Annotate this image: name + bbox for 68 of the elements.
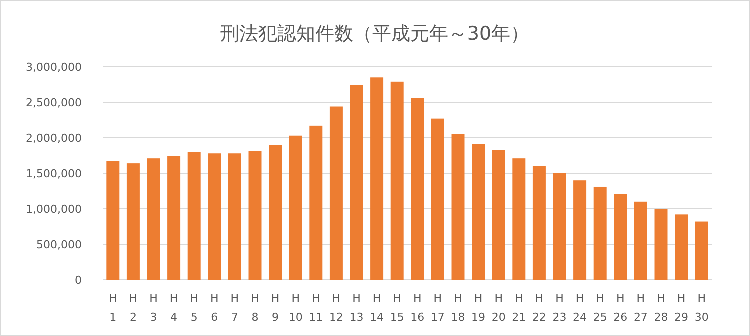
bar [289,136,302,280]
bar [188,152,201,280]
bar [614,194,628,280]
x-tick-label: H 11 [309,292,324,324]
y-tick-label: 1,000,000 [26,203,82,216]
x-tick-label: H 21 [512,292,526,324]
x-tick-label: H 13 [350,292,364,324]
bar [695,222,708,280]
bar [126,164,140,280]
x-tick-label: H 2 [129,292,138,324]
x-tick-label: H 25 [593,292,608,324]
y-tick-label: 2,500,000 [26,96,82,110]
bar [452,134,465,280]
bar [574,180,587,280]
x-tick-label: H 8 [251,292,260,324]
x-tick-label: H 9 [271,292,280,324]
bar [472,144,486,280]
x-tick-label: H 15 [390,292,404,324]
x-tick-label: H 17 [430,292,445,324]
bar [634,202,648,280]
x-tick-label: H 22 [532,292,546,324]
bar [248,151,262,280]
x-tick-label: H 24 [573,292,588,324]
bar [675,214,688,280]
x-tick-label: H 27 [634,292,648,324]
chart-title: 刑法犯認知件数（平成元年～30年） [220,23,530,45]
bar [512,158,526,280]
x-tick-label: H 10 [288,292,303,324]
bar [106,161,120,280]
y-tick-label: 3,000,000 [26,61,82,74]
y-tick-label: 1,500,000 [26,168,82,180]
x-tick-label: H 20 [492,292,506,324]
bar [594,186,607,280]
bar [431,118,444,280]
x-tick-label: H 12 [329,292,344,324]
y-tick-label: 500,000 [36,238,82,252]
bar [147,158,160,280]
x-tick-label: H 30 [694,292,709,324]
bar [411,98,424,280]
y-tick-label: 2,000,000 [26,132,82,145]
x-tick-label: H 1 [109,292,118,324]
bar [553,174,566,280]
bar [492,150,506,280]
x-tick-label: H 5 [190,292,198,324]
bar [168,156,181,280]
x-tick-label: H 26 [614,292,628,324]
x-tick-label: H 14 [370,292,384,324]
bar [330,106,343,280]
x-tick-label: H 6 [210,292,219,324]
bar [228,154,242,280]
bar [269,145,282,280]
bar [310,126,323,280]
x-tick-label: H 3 [150,292,158,324]
bar [390,82,404,280]
y-tick-label: 0 [75,274,82,287]
x-tick-label: H 4 [170,292,178,324]
bar [654,209,668,280]
bar [208,154,222,280]
bar [350,85,364,280]
x-tick-label: H 19 [472,292,486,324]
x-tick-label: H 23 [552,292,567,324]
bar [532,166,546,280]
x-tick-label: H 29 [674,292,689,324]
x-tick-label: H 28 [654,292,668,324]
x-tick-label: H 16 [410,292,425,324]
x-tick-label: H 7 [230,292,240,324]
x-tick-label: H 18 [451,292,466,324]
bar [370,78,384,280]
